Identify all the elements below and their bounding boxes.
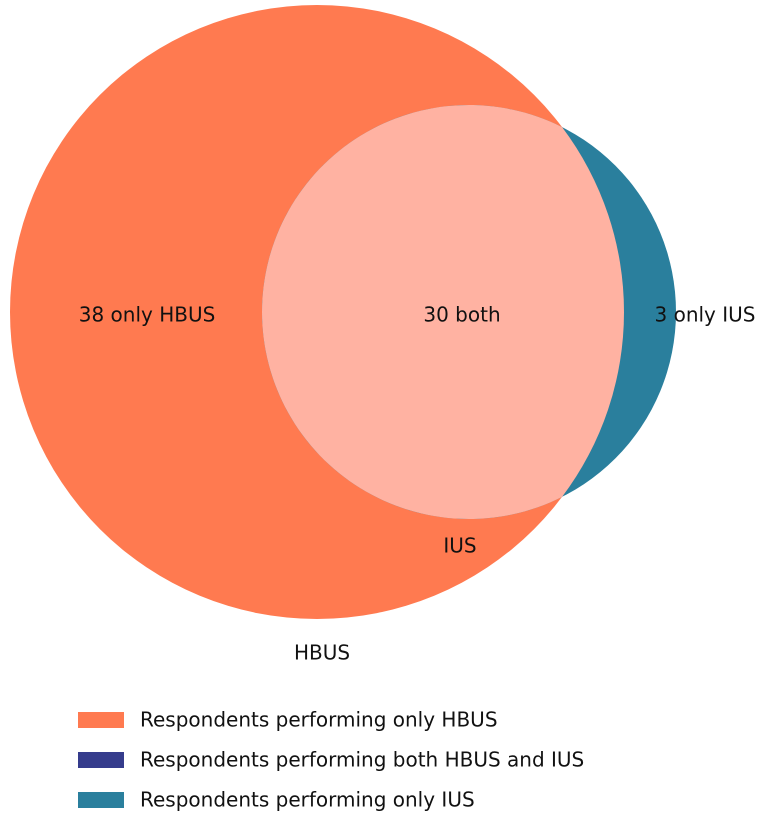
- legend-swatch: [78, 792, 124, 808]
- legend-label: Respondents performing only IUS: [140, 788, 475, 812]
- set-label: IUS: [443, 534, 476, 558]
- legend-label: Respondents performing only HBUS: [140, 708, 498, 732]
- legend-swatch: [78, 712, 124, 728]
- set-label: HBUS: [294, 641, 350, 665]
- region-label: 3 only IUS: [655, 303, 756, 327]
- legend-swatch: [78, 752, 124, 768]
- region-label: 30 both: [423, 303, 500, 327]
- venn-region: [261, 104, 624, 520]
- legend-label: Respondents performing both HBUS and IUS: [140, 748, 584, 772]
- region-label: 38 only HBUS: [79, 303, 216, 327]
